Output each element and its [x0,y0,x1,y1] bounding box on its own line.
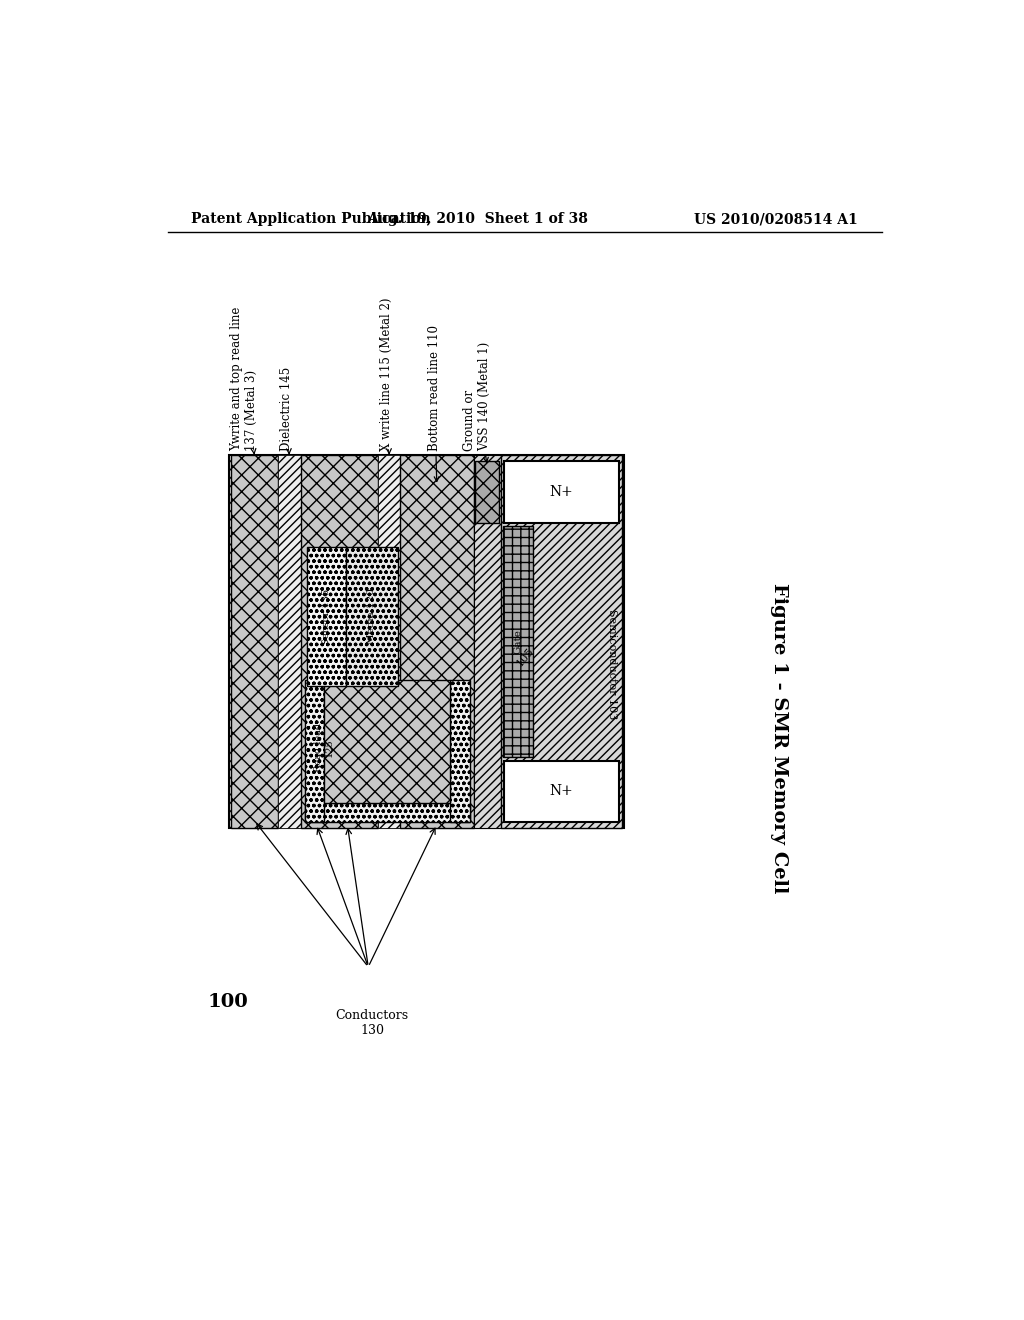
Bar [346,548,397,686]
Bar [305,803,470,822]
Text: Conductors
130: Conductors 130 [336,1010,409,1038]
Bar [504,760,618,822]
Text: Read lead
125: Read lead 125 [314,723,334,772]
Text: Bottom read line 110: Bottom read line 110 [428,325,440,482]
Text: Media 120: Media 120 [368,589,376,644]
Bar [501,455,622,829]
Bar [475,461,500,523]
Text: X write line 115 (Metal 2): X write line 115 (Metal 2) [380,297,393,454]
Text: 105: 105 [515,645,537,668]
Bar [504,461,618,523]
Bar [301,455,378,829]
Text: Ywrite and top read line
137 (Metal 3): Ywrite and top read line 137 (Metal 3) [230,306,258,454]
Text: Patent Application Publication: Patent Application Publication [191,213,431,227]
Text: N+: N+ [549,484,573,499]
Bar [324,680,451,803]
Text: Figure 1 - SMR Memory Cell: Figure 1 - SMR Memory Cell [770,582,787,892]
Bar [231,455,278,829]
Bar [305,680,324,822]
Text: Aug. 19, 2010  Sheet 1 of 38: Aug. 19, 2010 Sheet 1 of 38 [367,213,588,227]
Text: US 2010/0208514 A1: US 2010/0208514 A1 [694,213,858,227]
Bar [278,455,301,829]
Bar [228,455,624,829]
Text: Sensor 135: Sensor 135 [322,589,331,644]
Text: 100: 100 [207,993,248,1011]
Text: N+: N+ [549,784,573,799]
Bar [503,527,534,756]
Bar [400,455,474,829]
Bar [307,548,346,686]
Bar [451,680,470,822]
Text: Semiconductor 103: Semiconductor 103 [607,610,617,719]
Bar [378,455,400,829]
Text: Dielectric 145: Dielectric 145 [281,367,293,454]
Text: Gate: Gate [514,630,522,653]
Bar [474,455,501,829]
Text: Ground or
VSS 140 (Metal 1): Ground or VSS 140 (Metal 1) [463,342,492,462]
